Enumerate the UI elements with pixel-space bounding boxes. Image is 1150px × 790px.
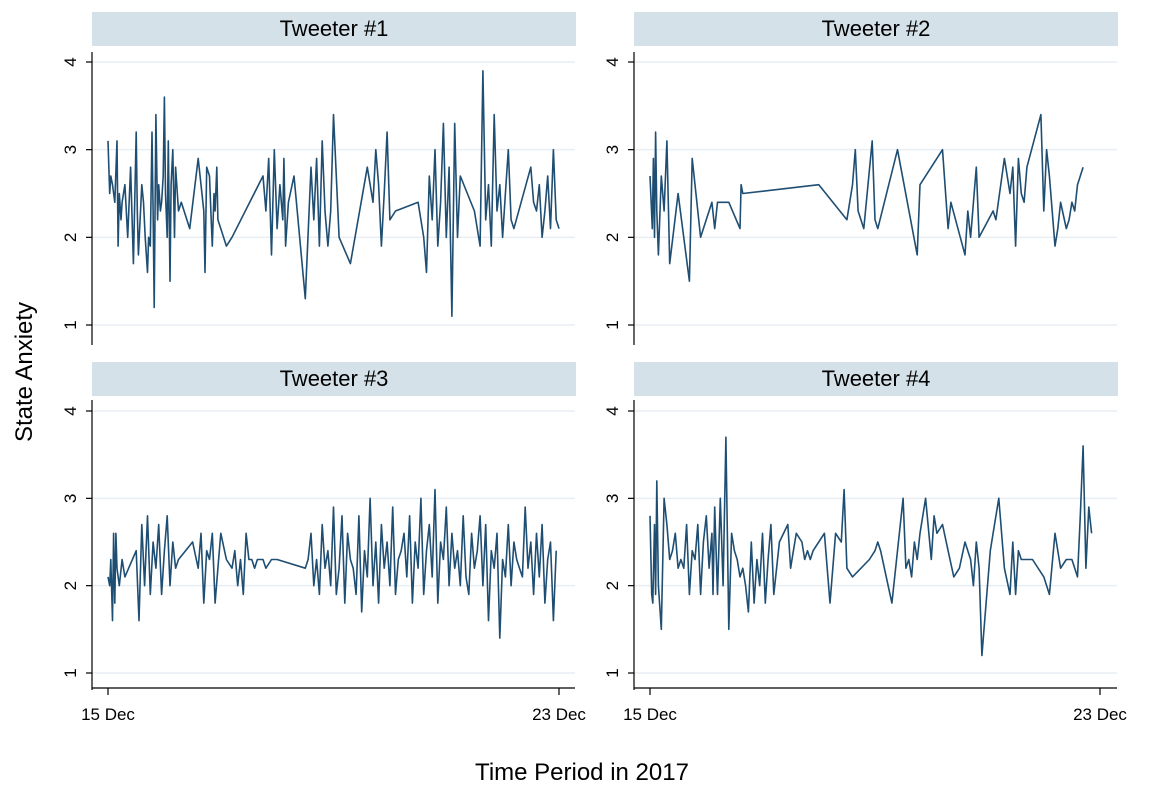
panels-group: Tweeter #1 1 2 3 4 Tweeter #2 1 2 3 4 Tweeter #3 1 2… [61, 12, 1127, 724]
series-line [107, 488, 557, 639]
y-tick-label: 2 [61, 233, 80, 242]
series-line [649, 113, 1084, 282]
y-tick-label: 2 [603, 581, 622, 590]
y-tick-label: 1 [61, 668, 80, 677]
series-line [107, 70, 560, 317]
panel-2: Tweeter #2 1 2 3 4 [603, 12, 1118, 345]
x-tick-label: 23 Dec [532, 705, 586, 724]
panel-1: Tweeter #1 1 2 3 4 [61, 12, 576, 345]
y-tick-label: 4 [603, 57, 622, 66]
y-tick-label: 3 [61, 145, 80, 154]
panel-title: Tweeter #4 [822, 366, 931, 391]
panel-title-strip [92, 12, 576, 46]
panel-title: Tweeter #1 [280, 16, 389, 41]
y-tick-label: 4 [603, 406, 622, 415]
series-line [649, 436, 1093, 657]
y-tick-label: 3 [603, 145, 622, 154]
panel-title-strip [634, 12, 1118, 46]
y-tick-label: 1 [61, 320, 80, 329]
x-tick-label: 15 Dec [623, 705, 677, 724]
panel-title-strip [92, 362, 576, 396]
y-tick-label: 4 [61, 57, 80, 66]
y-tick-label: 1 [603, 668, 622, 677]
y-tick-label: 1 [603, 320, 622, 329]
y-tick-label: 3 [61, 494, 80, 503]
panel-title-strip [634, 362, 1118, 396]
x-axis-title: Time Period in 2017 [475, 759, 689, 786]
y-tick-label: 3 [603, 494, 622, 503]
x-tick-label: 15 Dec [81, 705, 135, 724]
y-tick-label: 2 [603, 233, 622, 242]
y-tick-label: 2 [61, 581, 80, 590]
y-tick-label: 4 [61, 406, 80, 415]
y-axis-title: State Anxiety [11, 302, 38, 442]
panel-3: Tweeter #3 1 2 3 4 15 Dec 23 Dec [61, 362, 586, 724]
panel-title: Tweeter #3 [280, 366, 389, 391]
panel-title: Tweeter #2 [822, 16, 931, 41]
panel-4: Tweeter #4 1 2 3 4 15 Dec 23 Dec [603, 362, 1127, 724]
x-tick-label: 23 Dec [1073, 705, 1127, 724]
